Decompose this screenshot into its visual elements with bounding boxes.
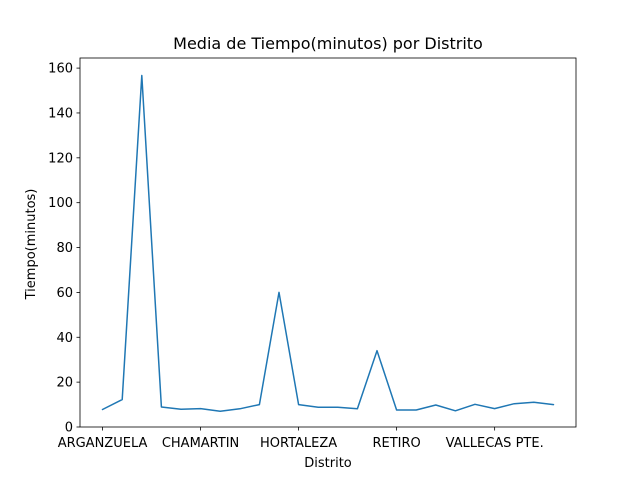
y-tick-label: 140	[48, 106, 73, 121]
y-tick-label: 80	[56, 241, 73, 256]
y-tick-label: 20	[56, 376, 73, 391]
x-tick-label: VALLECAS PTE.	[446, 436, 544, 451]
y-tick-label: 120	[48, 151, 73, 166]
x-tick-label: HORTALEZA	[260, 436, 337, 451]
x-axis: ARGANZUELA CHAMARTIN HORTALEZA RETIRO VALLEC…	[58, 427, 544, 451]
axes-frame	[79, 57, 577, 428]
y-tick-label: 0	[65, 421, 73, 436]
plot-area	[79, 57, 577, 428]
y-tick-label: 160	[48, 62, 73, 77]
y-tick-label: 100	[48, 196, 73, 211]
x-tick-label: ARGANZUELA	[58, 436, 148, 451]
y-axis: 0 20 40 60 80 100 120 140 160	[48, 62, 80, 436]
x-tick-label: RETIRO	[372, 436, 420, 451]
y-tick-label: 60	[56, 286, 73, 301]
y-tick-label: 40	[56, 331, 73, 346]
series-line-0	[101, 74, 555, 413]
y-axis-label: Tiempo(minutos)	[24, 189, 39, 301]
x-axis-label: Distrito	[304, 456, 352, 471]
chart-title: Media de Tiempo(minutos) por Distrito	[173, 34, 483, 53]
x-tick-label: CHAMARTIN	[162, 436, 239, 451]
